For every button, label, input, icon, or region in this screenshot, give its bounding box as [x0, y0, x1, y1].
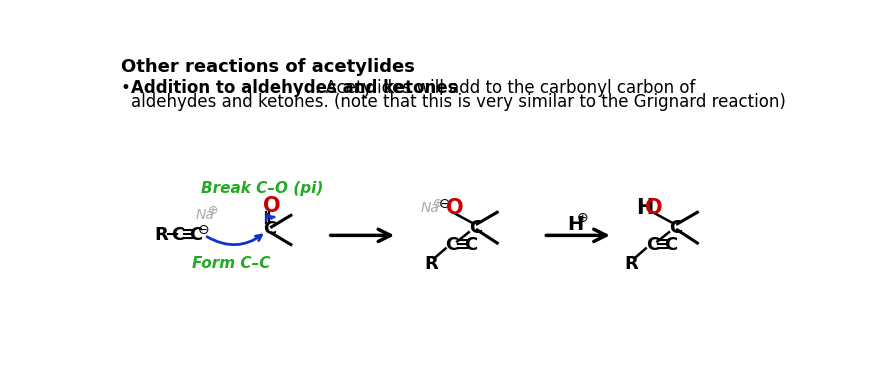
Text: ≡: ≡: [454, 236, 469, 253]
Text: C: C: [172, 226, 185, 244]
Text: C: C: [646, 236, 659, 253]
Text: Na: Na: [195, 208, 214, 222]
Text: R: R: [155, 226, 168, 244]
Text: −: −: [164, 226, 179, 244]
Text: C: C: [469, 219, 482, 237]
Text: C: C: [664, 236, 678, 253]
Text: Form C–C: Form C–C: [193, 256, 271, 270]
Text: ⊕: ⊕: [208, 204, 218, 217]
Text: C: C: [445, 236, 458, 253]
Text: O: O: [263, 196, 281, 216]
Text: C: C: [263, 220, 276, 238]
Text: Break C–O (pi): Break C–O (pi): [202, 181, 324, 196]
Text: R: R: [624, 255, 638, 273]
Text: C: C: [669, 219, 682, 237]
Text: ⊖: ⊖: [198, 223, 209, 237]
Text: aldehydes and ketones. (note that this is very similar to the Grignard reaction): aldehydes and ketones. (note that this i…: [131, 93, 786, 111]
Text: H: H: [635, 198, 653, 218]
Text: Other reactions of acetylides: Other reactions of acetylides: [121, 58, 415, 76]
Text: ≡: ≡: [180, 226, 195, 244]
Text: O: O: [645, 198, 663, 218]
Text: •: •: [121, 79, 136, 97]
Text: ⊕: ⊕: [433, 197, 443, 210]
Text: ≡: ≡: [655, 236, 670, 253]
Text: ⊕: ⊕: [576, 211, 588, 225]
Text: H: H: [568, 215, 583, 234]
Text: C: C: [464, 236, 477, 253]
Text: O: O: [446, 198, 464, 218]
Text: R: R: [424, 255, 438, 273]
Text: Addition to aldehydes and ketones: Addition to aldehydes and ketones: [131, 79, 458, 97]
Text: Na: Na: [421, 201, 439, 215]
Text: C: C: [189, 226, 202, 244]
Text: . Acetylides will add to the carbonyl carbon of: . Acetylides will add to the carbonyl ca…: [316, 79, 696, 97]
Text: ⊖: ⊖: [439, 197, 451, 211]
